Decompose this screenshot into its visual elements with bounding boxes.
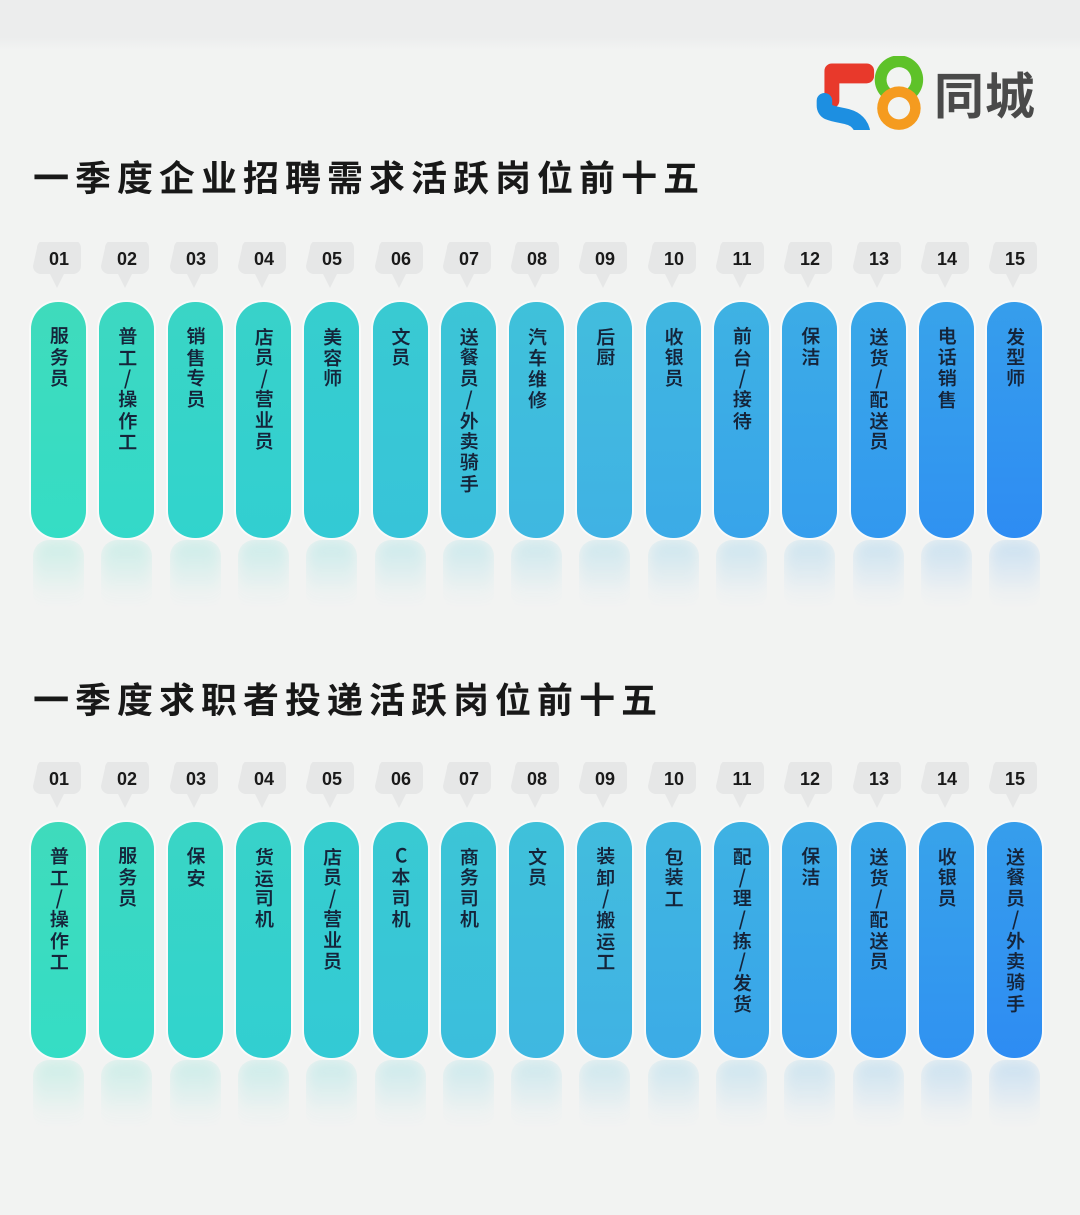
svg-text:06: 06: [390, 769, 410, 789]
svg-text:04: 04: [254, 769, 274, 789]
svg-text:02: 02: [117, 769, 137, 789]
svg-text:11: 11: [732, 769, 751, 789]
svg-text:14: 14: [937, 769, 957, 789]
svg-text:13: 13: [869, 249, 889, 269]
svg-text:13: 13: [869, 769, 889, 789]
svg-text:07: 07: [459, 249, 479, 269]
svg-text:03: 03: [186, 249, 206, 269]
svg-text:12: 12: [800, 769, 820, 789]
svg-text:05: 05: [322, 249, 342, 269]
svg-text:05: 05: [322, 769, 342, 789]
svg-text:09: 09: [595, 769, 615, 789]
svg-text:15: 15: [1005, 249, 1025, 269]
svg-text:01: 01: [49, 769, 69, 789]
svg-text:07: 07: [459, 769, 479, 789]
svg-text:08: 08: [527, 249, 547, 269]
svg-text:15: 15: [1005, 769, 1025, 789]
svg-text:14: 14: [937, 249, 957, 269]
svg-text:12: 12: [800, 249, 820, 269]
svg-text:06: 06: [390, 249, 410, 269]
svg-text:03: 03: [186, 769, 206, 789]
svg-text:04: 04: [254, 249, 274, 269]
svg-text:02: 02: [117, 249, 137, 269]
svg-text:11: 11: [732, 249, 751, 269]
svg-text:09: 09: [595, 249, 615, 269]
svg-text:10: 10: [664, 769, 684, 789]
svg-text:01: 01: [49, 249, 69, 269]
svg-text:10: 10: [664, 249, 684, 269]
svg-text:08: 08: [527, 769, 547, 789]
